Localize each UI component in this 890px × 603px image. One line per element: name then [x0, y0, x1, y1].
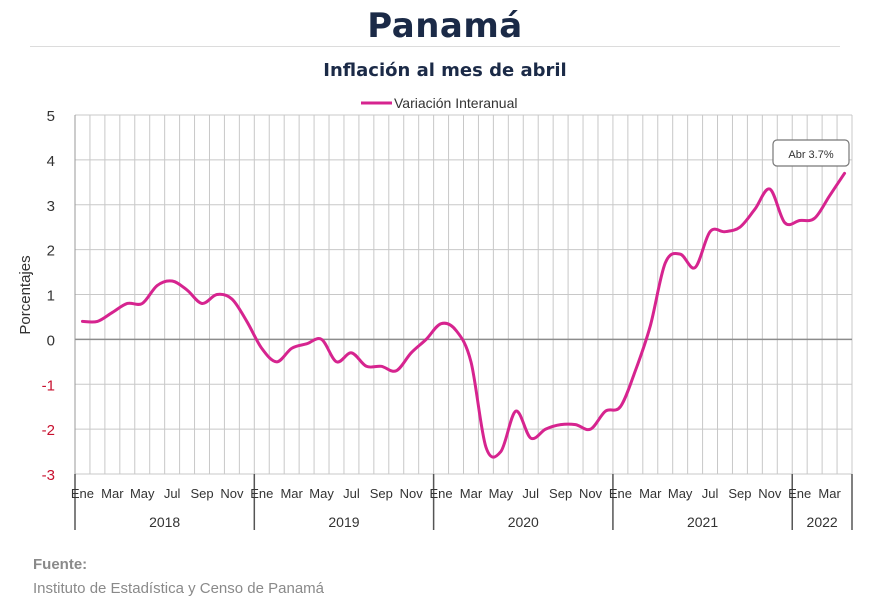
x-tick-label-month: May	[130, 486, 155, 501]
series-line-variacion-interanual	[80, 171, 847, 459]
x-tick-label-month: Nov	[400, 486, 424, 501]
y-tick-label: 1	[47, 288, 55, 305]
x-tick-label-month: May	[668, 486, 693, 501]
x-tick-labels: Ene Mar May Jul Sep Nov 2018 Ene Mar May Jul Sep Nov…	[71, 486, 842, 530]
annotation-label: Abr 3.7%	[788, 149, 833, 161]
x-tick-label-month: Jul	[164, 486, 181, 501]
x-tick-label-month: Ene	[788, 486, 811, 501]
x-tick-label-month: Mar	[280, 486, 303, 501]
x-tick-label-month: Ene	[430, 486, 453, 501]
x-tick-label-month: Jul	[522, 486, 539, 501]
title-divider	[30, 46, 840, 47]
series-layer	[80, 171, 847, 459]
y-tick-label: 0	[47, 332, 55, 349]
source-label: Fuente:	[33, 556, 88, 573]
x-tick-label-month: Nov	[220, 486, 244, 501]
x-tick-label-month: Ene	[609, 486, 632, 501]
x-tick-label-month: Sep	[190, 486, 213, 501]
x-tick-label-month: Sep	[370, 486, 393, 501]
x-tick-label-year: 2021	[687, 514, 718, 530]
x-tick-label-month: Mar	[460, 486, 483, 501]
y-tick-label: 5	[47, 108, 55, 125]
x-tick-label-month: Sep	[728, 486, 751, 501]
legend: Variación Interanual	[361, 95, 517, 111]
source-text: Instituto de Estadística y Censo de Pana…	[33, 580, 324, 597]
x-tick-label-month: Nov	[758, 486, 782, 501]
y-tick-label: 3	[47, 198, 55, 215]
annotation-callout: Abr 3.7%	[772, 139, 850, 167]
y-tick-label: -2	[42, 422, 55, 439]
x-tick-label-month: Nov	[579, 486, 603, 501]
chart-subtitle: Inflación al mes de abril	[323, 60, 567, 81]
x-tick-label-month: Ene	[71, 486, 94, 501]
y-tick-label: 2	[47, 243, 55, 260]
x-tick-label-month: Jul	[343, 486, 360, 501]
x-tick-label-month: May	[309, 486, 334, 501]
y-tick-label: 4	[47, 153, 55, 170]
x-tick-label-year: 2020	[508, 514, 539, 530]
x-tick-label-month: Sep	[549, 486, 572, 501]
x-tick-label-month: Mar	[639, 486, 662, 501]
x-tick-label-year: 2018	[149, 514, 180, 530]
y-tick-label: -1	[42, 377, 55, 394]
page-title: Panamá	[367, 6, 523, 46]
annotation-box	[772, 139, 850, 167]
x-tick-label-year: 2022	[807, 514, 838, 530]
x-tick-label-month: Mar	[818, 486, 841, 501]
x-tick-label-month: Ene	[250, 486, 273, 501]
x-tick-label-month: Jul	[702, 486, 719, 501]
y-axis-label: Porcentajes	[17, 255, 34, 334]
x-tick-label-month: Mar	[101, 486, 124, 501]
y-tick-labels: 5 4 3 2 1 0 -1 -2 -3	[42, 108, 55, 484]
y-tick-label: -3	[42, 467, 55, 484]
x-tick-label-month: May	[489, 486, 514, 501]
legend-label-variacion-interanual: Variación Interanual	[394, 95, 517, 111]
x-tick-label-year: 2019	[328, 514, 359, 530]
